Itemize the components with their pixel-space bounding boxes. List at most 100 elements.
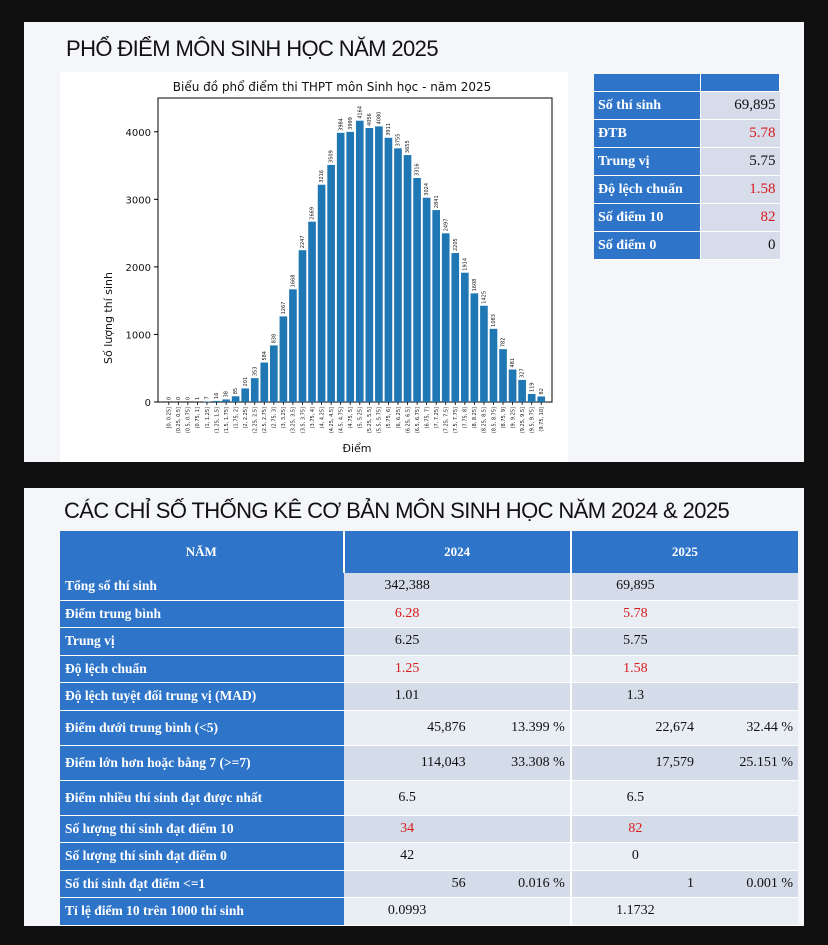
- bar-value-label: 82: [539, 388, 545, 394]
- histogram-bar: [212, 400, 221, 402]
- bar-value-label: 838: [271, 334, 277, 344]
- summary-label: Trung vị: [594, 147, 701, 176]
- statistics-row: Tổng số thí sinh 342,388 69,895: [60, 573, 798, 601]
- bar-value-label: 0: [176, 397, 182, 400]
- chart-y-axis-label: Số lượng thí sinh: [102, 272, 115, 364]
- histogram-bar: [298, 250, 307, 402]
- x-tick-label: (3.75, 4]: [310, 407, 316, 428]
- x-tick-label: (6.25, 6.5]: [405, 407, 411, 433]
- section2-title: CÁC CHỈ SỐ THỐNG KÊ CƠ BẢN MÔN SINH HỌC …: [64, 498, 730, 523]
- x-tick-label: (3, 3.25]: [281, 407, 287, 428]
- histogram-bar: [422, 197, 431, 402]
- value-2025: 1.58: [570, 655, 699, 683]
- y-tick-label: 0: [145, 398, 151, 409]
- value-2025: 5.78: [570, 600, 699, 628]
- percent-2025: 32.44 %: [698, 710, 798, 746]
- bar-value-label: 38: [224, 391, 230, 397]
- bar-value-label: 1: [195, 397, 201, 400]
- x-tick-label: (7.25, 7.5]: [444, 407, 450, 433]
- statistics-header-row: NĂM 2024 2025: [60, 531, 798, 573]
- statistics-row: Độ lệch chuẩn 1.25 1.58: [60, 655, 798, 683]
- y-tick-label: 4000: [126, 128, 151, 139]
- percent-2024: [470, 842, 572, 871]
- summary-label: Số thí sinh: [594, 91, 701, 120]
- value-2025: 6.5: [570, 780, 699, 816]
- histogram-bar: [231, 396, 240, 402]
- value-2024: 6.25: [343, 627, 471, 656]
- bar-value-label: 2247: [300, 235, 306, 248]
- percent-2024: 33.308 %: [470, 745, 572, 781]
- value-2025: 5.75: [570, 627, 699, 656]
- x-tick-label: (2.25, 2.5]: [253, 407, 259, 433]
- value-2024: 42: [343, 842, 471, 871]
- bar-value-label: 4164: [357, 106, 363, 119]
- value-2024: 34: [343, 815, 471, 843]
- statistics-row: Số lượng thí sinh đạt điểm 10 34 82: [60, 815, 798, 843]
- x-tick-label: (9.25, 9.5]: [520, 407, 526, 433]
- percent-2025: [698, 842, 798, 871]
- statistics-row: Trung vị 6.25 5.75: [60, 627, 798, 656]
- histogram-bar: [222, 399, 230, 402]
- bar-value-label: 584: [262, 351, 268, 361]
- value-2025: 69,895: [570, 573, 699, 601]
- x-tick-label: (3.5, 3.75]: [300, 407, 306, 433]
- x-tick-label: (1.75, 2]: [233, 407, 239, 428]
- chart-title: Biểu đồ phổ điểm thi THPT môn Sinh học -…: [173, 80, 492, 94]
- value-2024: 56: [343, 870, 471, 898]
- statistics-row: Điểm dưới trung bình (<5) 45,876 13.399 % 2…: [60, 710, 798, 746]
- bar-value-label: 4056: [367, 113, 373, 126]
- bar-value-label: 1267: [281, 302, 287, 315]
- histogram-chart: Biểu đồ phổ điểm thi THPT môn Sinh học -…: [102, 80, 553, 455]
- x-tick-label: (6.75, 7]: [424, 407, 430, 428]
- histogram-bar: [260, 362, 269, 402]
- histogram-bar: [480, 305, 488, 402]
- row-label: Điểm nhiều thí sinh đạt được nhất: [60, 780, 344, 816]
- row-label: Điểm trung bình: [60, 600, 344, 628]
- value-2025: 1: [570, 870, 699, 898]
- percent-2025: [698, 682, 798, 711]
- bar-value-label: 3911: [386, 123, 392, 136]
- value-2025: 17,579: [570, 745, 699, 781]
- summary-value: 1.58: [700, 175, 780, 204]
- percent-2025: 0.001 %: [698, 870, 798, 898]
- histogram-bar: [461, 272, 469, 402]
- percent-2025: [698, 655, 798, 683]
- x-tick-label: (6.5, 6.75]: [415, 407, 421, 433]
- percent-2025: 25.151 %: [698, 745, 798, 781]
- value-2024: 342,388: [343, 573, 471, 601]
- histogram-bar: [394, 148, 402, 402]
- bar-value-label: 7: [205, 396, 211, 399]
- value-2025: 22,674: [570, 710, 699, 746]
- histogram-bar: [451, 253, 460, 402]
- x-tick-label: (0.5, 0.75]: [186, 407, 192, 433]
- x-tick-label: (7.5, 7.75]: [453, 407, 459, 433]
- percent-2024: 0.016 %: [470, 870, 572, 898]
- summary-label: Độ lệch chuẩn: [594, 175, 701, 204]
- histogram-bar: [413, 177, 421, 402]
- percent-2024: [470, 897, 572, 926]
- row-label: Độ lệch tuyệt đối trung vị (MAD): [60, 682, 344, 711]
- bar-value-label: 1608: [472, 279, 478, 292]
- statistics-row: Số thí sinh đạt điểm <=1 56 0.016 % 1 0.001 …: [60, 870, 798, 898]
- summary-row: Độ lệch chuẩn 1.58: [594, 175, 780, 204]
- value-2025: 1.1732: [570, 897, 699, 926]
- statistics-table: NĂM 2024 2025 Tổng số thí sinh 342,388 69,…: [60, 531, 798, 926]
- statistics-row: Điểm lớn hơn hoặc bằng 7 (>=7) 114,043 33.…: [60, 745, 798, 781]
- x-tick-label: (6, 6.25]: [396, 407, 402, 428]
- percent-2025: [698, 627, 798, 656]
- x-tick-label: (9, 9.25]: [510, 407, 516, 428]
- histogram-bar: [403, 155, 412, 402]
- histogram-bar: [327, 164, 335, 402]
- percent-2024: [470, 627, 572, 656]
- row-label: Số lượng thí sinh đạt điểm 0: [60, 842, 344, 871]
- value-2024: 6.5: [343, 780, 471, 816]
- x-tick-label: (2.75, 3]: [272, 407, 278, 428]
- x-tick-label: (7, 7.25]: [434, 407, 440, 428]
- histogram-bar: [537, 396, 546, 402]
- x-tick-label: (5.25, 5.5]: [367, 407, 373, 433]
- bar-value-label: 3999: [348, 117, 354, 130]
- x-tick-label: (7.75, 8]: [463, 407, 469, 428]
- summary-row: Số thí sinh 69,895: [594, 91, 780, 120]
- row-label: Số thí sinh đạt điểm <=1: [60, 870, 344, 898]
- bar-value-label: 3024: [424, 183, 430, 196]
